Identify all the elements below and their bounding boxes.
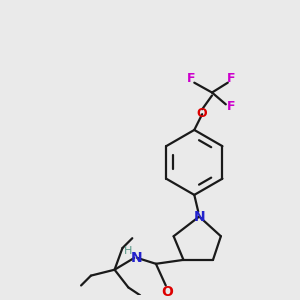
Text: H: H — [124, 246, 133, 256]
Text: F: F — [187, 72, 196, 85]
Text: N: N — [130, 251, 142, 265]
Text: O: O — [161, 285, 173, 299]
Text: F: F — [226, 72, 235, 85]
Text: O: O — [197, 107, 208, 120]
Text: N: N — [194, 210, 205, 224]
Text: F: F — [226, 100, 235, 113]
